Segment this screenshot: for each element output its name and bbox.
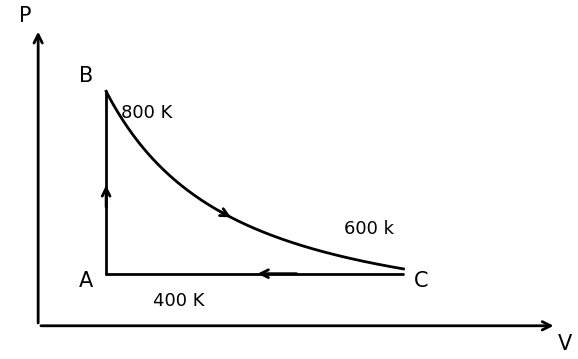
Text: P: P [19, 6, 32, 26]
Text: A: A [79, 271, 94, 291]
Text: 600 k: 600 k [344, 220, 394, 238]
Text: C: C [414, 271, 428, 291]
Text: 800 K: 800 K [121, 104, 173, 122]
Text: B: B [79, 66, 94, 86]
Text: 400 K: 400 K [153, 292, 205, 310]
Text: V: V [558, 334, 572, 354]
